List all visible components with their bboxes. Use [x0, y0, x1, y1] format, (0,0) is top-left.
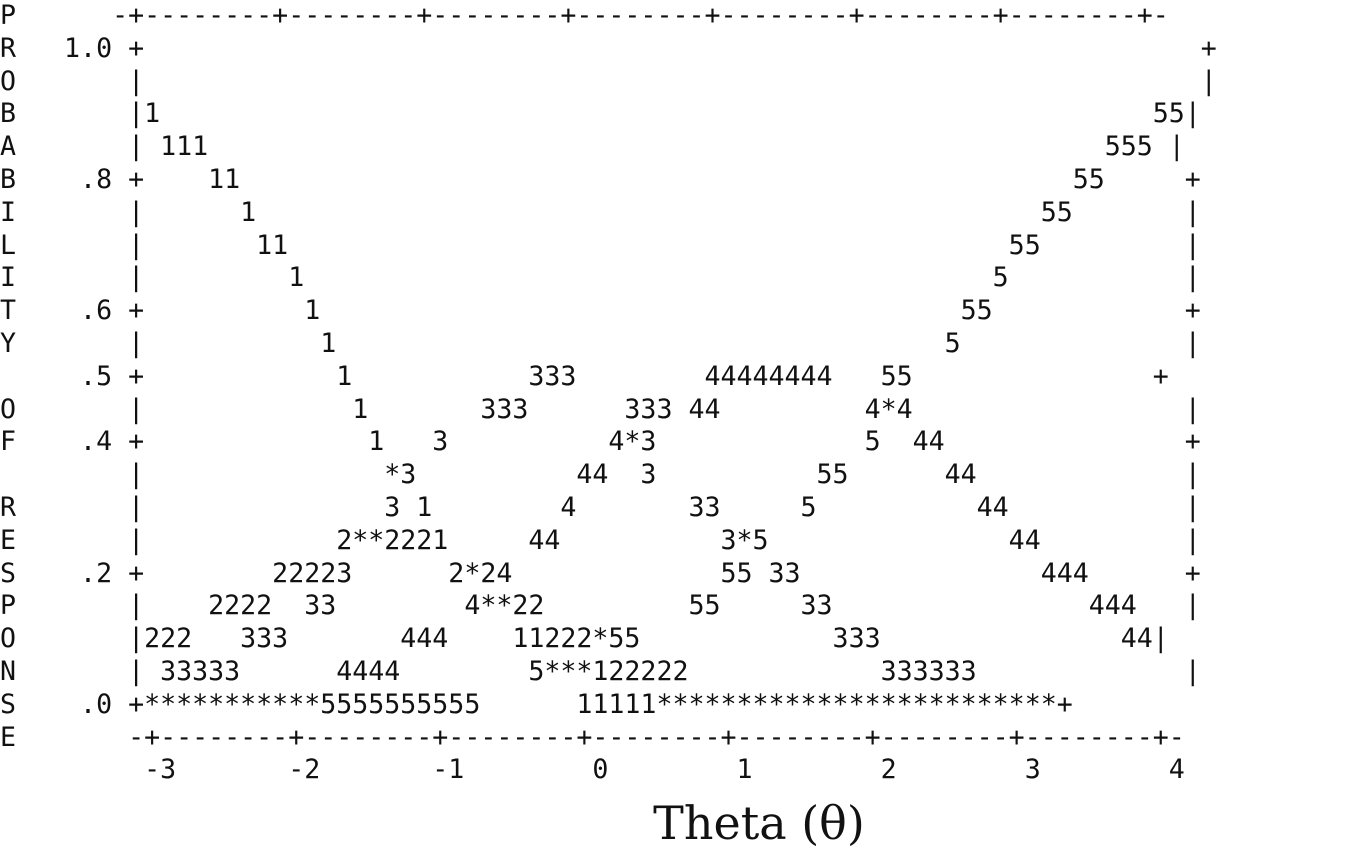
- plot-line: Y | 1 5 |: [0, 327, 1201, 359]
- plot-line: | *3 44 3 55 44 |: [0, 459, 1201, 491]
- plot-line: T .6 + 1 55 +: [0, 295, 1201, 327]
- plot-line: R 1.0 + +: [0, 32, 1217, 64]
- plot-line: I | 1 55 |: [0, 196, 1201, 228]
- plot-line: E -+--------+--------+--------+--------+…: [0, 721, 1185, 753]
- plot-line: O |222 333 444 11222*55 333 44|: [0, 623, 1169, 655]
- plot-line: F .4 + 1 3 4*3 5 44 +: [0, 426, 1201, 458]
- plot-line: E | 2**2221 44 3*5 44 |: [0, 524, 1201, 556]
- plot-line: -3 -2 -1 0 1 2 3 4: [0, 754, 1185, 786]
- plot-line: R | 3 1 4 33 5 44 |: [0, 491, 1201, 523]
- plot-line: I | 1 5 |: [0, 262, 1201, 294]
- plot-line: L | 11 55 |: [0, 229, 1201, 261]
- plot-line: S .2 + 22223 2*24 55 33 444 +: [0, 557, 1201, 589]
- plot-line: P | 2222 33 4**22 55 33 444 |: [0, 590, 1201, 622]
- plot-line: O | 1 333 333 44 4*4 |: [0, 393, 1201, 425]
- plot-line: .5 + 1 333 44444444 55 +: [0, 360, 1169, 392]
- plot-line: O | |: [0, 65, 1217, 97]
- plot-line: B |1 55|: [0, 98, 1201, 130]
- plot-line: N | 33333 4444 5***122222 333333 |: [0, 655, 1201, 687]
- ascii-probability-plot: P -+--------+--------+--------+--------+…: [0, 0, 1217, 786]
- plot-line: A | 111 555 |: [0, 131, 1185, 163]
- plot-line: B .8 + 11 55 +: [0, 163, 1201, 195]
- plot-line: P -+--------+--------+--------+--------+…: [0, 0, 1169, 31]
- plot-line: S .0 +***********5555555555 11111*******…: [0, 688, 1073, 720]
- x-axis-title: Theta (θ): [653, 796, 865, 850]
